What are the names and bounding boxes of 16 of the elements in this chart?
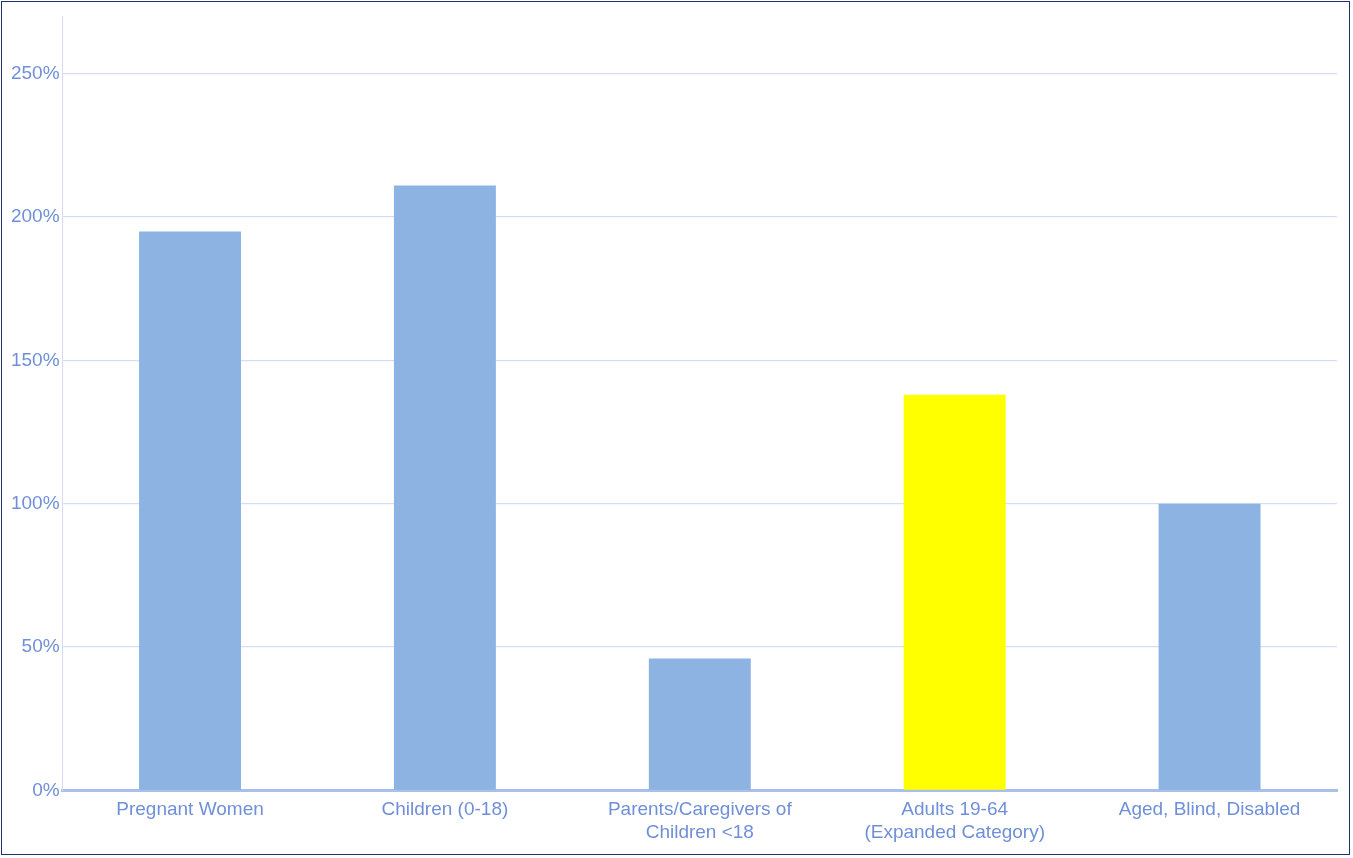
- bar: [648, 658, 751, 790]
- x-tick-label: Adults 19-64 (Expanded Category): [864, 798, 1045, 842]
- x-tick-label: Parents/Caregivers of Children <18: [607, 798, 793, 842]
- bar: [903, 394, 1006, 790]
- y-tick-label: 50%: [21, 635, 60, 657]
- y-tick-label: 200%: [10, 205, 60, 227]
- y-tick-label: 150%: [10, 348, 60, 370]
- x-tick-label: Pregnant Women: [116, 798, 264, 820]
- y-tick-label: 250%: [10, 61, 60, 83]
- bar: [393, 185, 496, 790]
- y-tick-label: 0%: [32, 778, 60, 800]
- bar: [1158, 503, 1261, 790]
- x-tick-label: Children (0-18): [381, 798, 509, 820]
- y-tick-label: 100%: [10, 491, 60, 513]
- bar: [139, 231, 242, 790]
- x-tick-label: Aged, Blind, Disabled: [1118, 798, 1301, 820]
